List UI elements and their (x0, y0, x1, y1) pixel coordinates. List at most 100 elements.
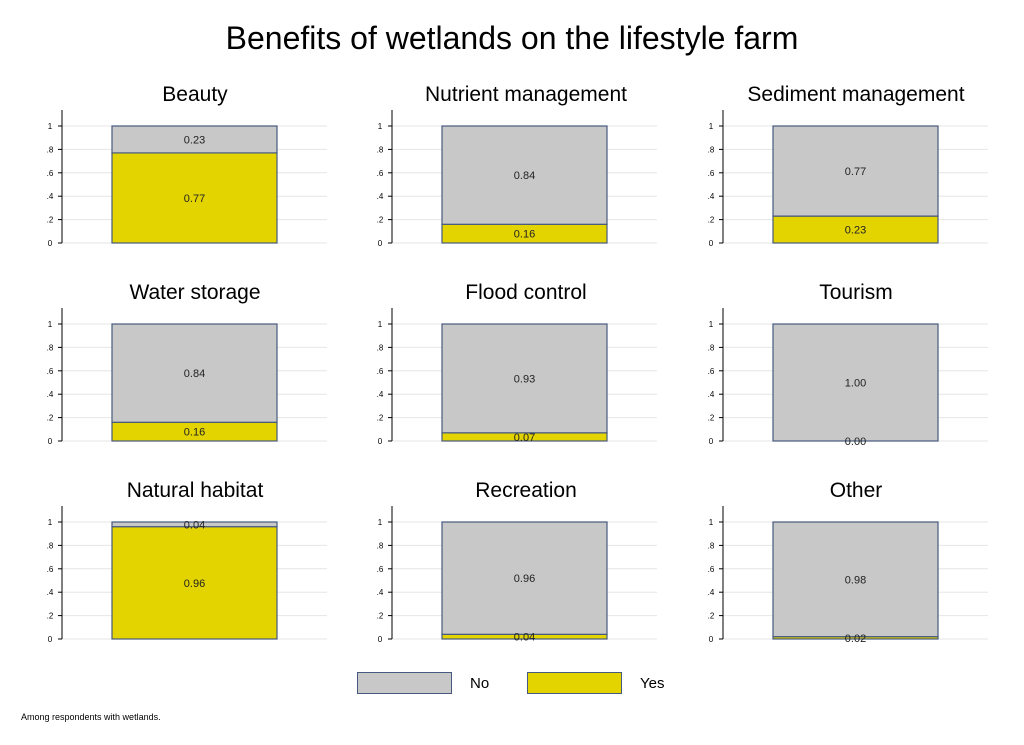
data-label-no-recreation: 0.96 (514, 573, 535, 585)
panel-title-tourism: Tourism (819, 281, 893, 304)
y-tick-label-flood-control: 0 (378, 437, 383, 446)
y-tick-label-beauty: 1 (48, 122, 53, 131)
y-tick-label-other: .4 (708, 588, 715, 597)
y-tick-label-recreation: .6 (377, 565, 384, 574)
y-tick-label-water-storage: .2 (47, 414, 54, 423)
y-tick-label-sediment-management: .2 (708, 216, 715, 225)
data-label-yes-beauty: 0.77 (184, 193, 205, 205)
bar-no-beauty (111, 125, 278, 154)
data-label-yes-nutrient-management: 0.16 (514, 229, 535, 241)
y-tick-label-nutrient-management: 1 (378, 122, 383, 131)
y-tick-label-flood-control: 1 (378, 320, 383, 329)
y-tick-label-tourism: 0 (709, 437, 714, 446)
y-tick-label-beauty: .8 (47, 145, 54, 154)
y-tick-label-sediment-management: .4 (708, 192, 715, 201)
y-tick-label-water-storage: 1 (48, 320, 53, 329)
y-tick-label-beauty: .2 (47, 216, 54, 225)
bar-no-flood-control (441, 323, 608, 434)
panel-title-flood-control: Flood control (465, 281, 587, 304)
y-tick-label-tourism: .6 (708, 367, 715, 376)
data-label-no-other: 0.98 (845, 574, 866, 586)
y-tick-label-tourism: 1 (709, 320, 714, 329)
chart-title: Benefits of wetlands on the lifestyle fa… (225, 20, 799, 56)
y-tick-label-natural-habitat: .6 (47, 565, 54, 574)
y-tick-label-recreation: .2 (377, 612, 384, 621)
data-label-no-sediment-management: 0.77 (845, 166, 866, 178)
y-tick-label-water-storage: .6 (47, 367, 54, 376)
y-tick-label-tourism: .2 (708, 414, 715, 423)
y-tick-label-water-storage: .8 (47, 343, 54, 352)
y-tick-label-beauty: 0 (48, 239, 53, 248)
data-label-no-beauty: 0.23 (184, 134, 205, 146)
panel-title-other: Other (829, 479, 883, 502)
y-tick-label-other: 0 (709, 635, 714, 644)
data-label-yes-recreation: 0.04 (514, 632, 535, 644)
y-tick-label-other: 1 (709, 518, 714, 527)
data-label-no-flood-control: 0.93 (514, 373, 535, 385)
panel-title-beauty: Beauty (162, 83, 228, 106)
y-tick-label-sediment-management: .6 (708, 169, 715, 178)
data-label-yes-water-storage: 0.16 (184, 427, 205, 439)
data-label-yes-natural-habitat: 0.96 (184, 578, 205, 590)
y-tick-label-nutrient-management: .6 (377, 169, 384, 178)
data-label-no-tourism: 1.00 (845, 378, 866, 390)
bar-no-natural-habitat (111, 521, 278, 528)
data-label-yes-sediment-management: 0.23 (845, 225, 866, 237)
y-tick-label-beauty: .6 (47, 169, 54, 178)
data-label-no-natural-habitat: 0.04 (184, 519, 205, 531)
y-tick-label-natural-habitat: 0 (48, 635, 53, 644)
y-tick-label-recreation: 1 (378, 518, 383, 527)
y-tick-label-recreation: 0 (378, 635, 383, 644)
bar-yes-beauty (111, 152, 278, 244)
data-label-yes-other: 0.02 (845, 633, 866, 645)
y-tick-label-water-storage: .4 (47, 390, 54, 399)
bar-yes-natural-habitat (111, 526, 278, 640)
y-tick-label-natural-habitat: 1 (48, 518, 53, 527)
data-label-yes-tourism: 0.00 (845, 436, 866, 448)
y-tick-label-flood-control: .2 (377, 414, 384, 423)
panel-title-water-storage: Water storage (129, 281, 261, 304)
y-tick-label-flood-control: .8 (377, 343, 384, 352)
y-tick-label-flood-control: .4 (377, 390, 384, 399)
y-tick-label-recreation: .4 (377, 588, 384, 597)
bar-no-recreation (441, 521, 608, 635)
y-tick-label-natural-habitat: .8 (47, 541, 54, 550)
legend-swatch-yes (527, 672, 622, 694)
y-tick-label-nutrient-management: .4 (377, 192, 384, 201)
y-tick-label-water-storage: 0 (48, 437, 53, 446)
legend-label-yes: Yes (640, 675, 665, 692)
y-tick-label-natural-habitat: .2 (47, 612, 54, 621)
legend-swatch-no (357, 672, 452, 694)
panel-title-sediment-management: Sediment management (747, 83, 965, 106)
bar-no-nutrient-management (441, 125, 608, 225)
y-tick-label-other: .8 (708, 541, 715, 550)
y-tick-label-nutrient-management: .2 (377, 216, 384, 225)
y-tick-label-beauty: .4 (47, 192, 54, 201)
y-tick-label-natural-habitat: .4 (47, 588, 54, 597)
y-tick-label-sediment-management: .8 (708, 145, 715, 154)
y-tick-label-sediment-management: 1 (709, 122, 714, 131)
y-tick-label-tourism: .4 (708, 390, 715, 399)
bar-no-tourism (772, 323, 939, 442)
y-tick-label-sediment-management: 0 (709, 239, 714, 248)
y-tick-label-other: .6 (708, 565, 715, 574)
y-tick-label-recreation: .8 (377, 541, 384, 550)
data-label-no-nutrient-management: 0.84 (514, 170, 535, 182)
bar-no-other (772, 521, 939, 638)
bar-yes-sediment-management (772, 215, 939, 244)
y-tick-label-other: .2 (708, 612, 715, 621)
panel-title-natural-habitat: Natural habitat (126, 479, 264, 502)
data-label-yes-flood-control: 0.07 (514, 432, 535, 444)
chart-note: Among respondents with wetlands. (21, 712, 161, 722)
bar-no-sediment-management (772, 125, 939, 217)
legend-label-no: No (470, 675, 490, 692)
y-tick-label-tourism: .8 (708, 343, 715, 352)
bar-no-water-storage (111, 323, 278, 423)
y-tick-label-flood-control: .6 (377, 367, 384, 376)
panel-title-nutrient-management: Nutrient management (425, 83, 627, 106)
data-label-no-water-storage: 0.84 (184, 368, 205, 380)
y-tick-label-nutrient-management: 0 (378, 239, 383, 248)
y-tick-label-nutrient-management: .8 (377, 145, 384, 154)
